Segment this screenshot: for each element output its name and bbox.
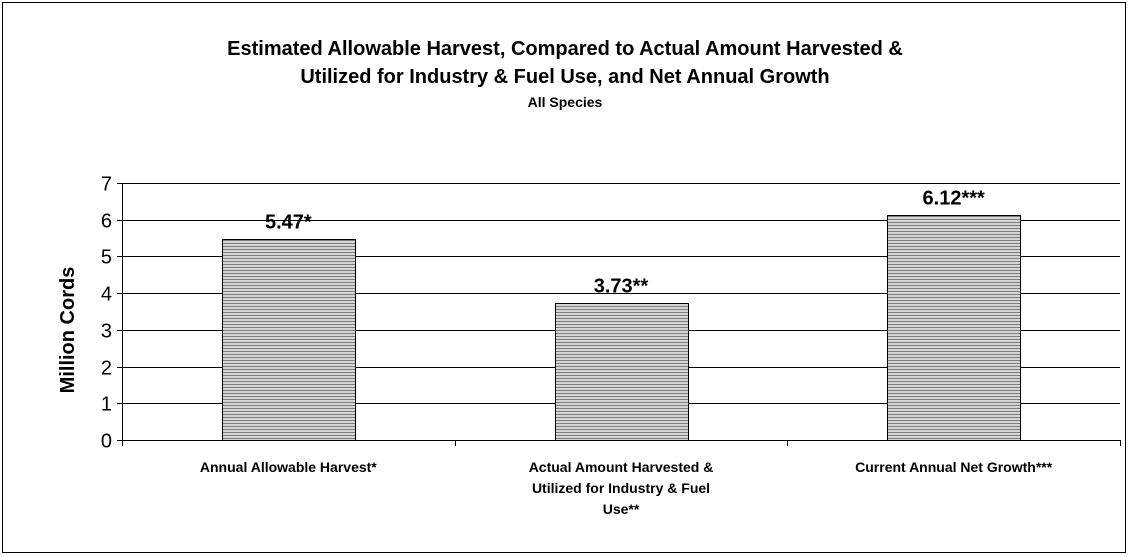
y-tick-label: 1 [101, 394, 112, 416]
chart-title-line-1: Estimated Allowable Harvest, Compared to… [227, 38, 903, 60]
y-tick-label: 0 [101, 431, 112, 453]
y-tick-label: 2 [101, 358, 112, 380]
data-labels: 5.47* 3.73** 6.12*** [265, 188, 985, 298]
data-label: 6.12*** [923, 188, 985, 210]
data-label: 5.47* [265, 212, 312, 234]
x-tick-label-line: Utilized for Industry & Fuel [532, 480, 710, 496]
y-tick-label: 4 [101, 284, 112, 306]
x-tick-labels: Annual Allowable Harvest* Actual Amount H… [200, 459, 1053, 517]
y-tick-label: 3 [101, 321, 112, 343]
chart-subtitle: All Species [527, 94, 603, 110]
bar [887, 215, 1021, 441]
y-tick-label: 7 [101, 174, 112, 196]
x-tick-label: Actual Amount Harvested & Utilized for In… [529, 459, 714, 517]
x-tick-label-line: Actual Amount Harvested & [529, 459, 714, 475]
chart-title-block: Estimated Allowable Harvest, Compared to… [3, 35, 1127, 111]
y-tick-label: 5 [101, 247, 112, 269]
bar [555, 303, 689, 441]
bars [222, 215, 1021, 441]
x-tick-label: Current Annual Net Growth*** [855, 459, 1053, 475]
y-tick-label: 6 [101, 211, 112, 233]
x-tick-label-line: Annual Allowable Harvest* [200, 459, 377, 475]
x-tick-label-line: Current Annual Net Growth*** [855, 459, 1053, 475]
bar [222, 239, 356, 441]
chart-title-line-2: Utilized for Industry & Fuel Use, and Ne… [300, 66, 830, 88]
y-axis-label: Million Cords [57, 267, 79, 394]
y-tick-labels: 0 1 2 3 4 5 6 7 [101, 174, 112, 453]
x-tick-label: Annual Allowable Harvest* [200, 459, 377, 475]
x-tick-label-line: Use** [603, 501, 640, 517]
data-label: 3.73** [594, 276, 649, 298]
